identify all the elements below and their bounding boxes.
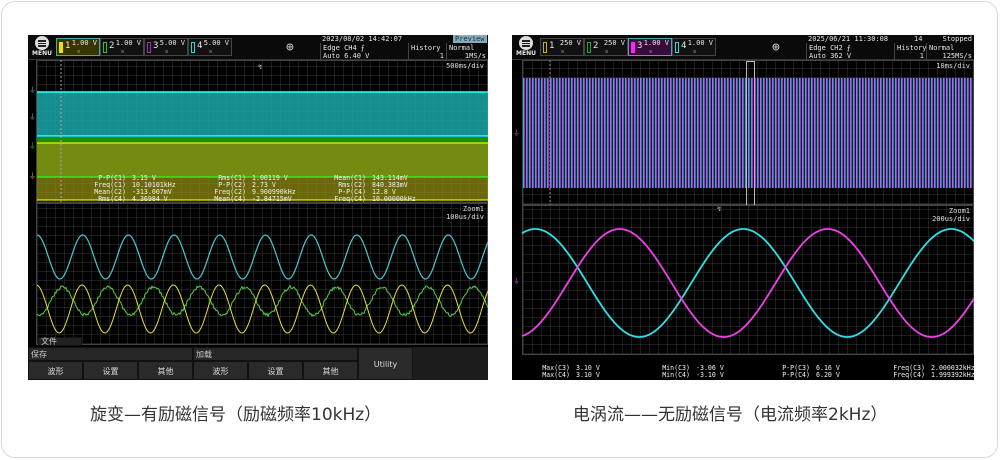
measurement-label: Rms(C4) (78, 196, 126, 203)
measurement-label: P-P(C4) (762, 372, 810, 379)
measurement-value: 6.20 V (816, 372, 840, 379)
save-group-label: 保存 (28, 347, 193, 361)
file-tab[interactable]: 文件 (38, 337, 82, 346)
ground-marker-icon: ⏚ (29, 86, 36, 94)
waveform-traces: ⏚ ⏚ ↯ (512, 35, 974, 357)
trigger-position-icon: ↯ (717, 205, 721, 213)
ch2-sine-trace (37, 286, 488, 317)
measurement-value: -3.10 V (696, 372, 724, 379)
measurement-item: Mean(C4) -2.84715mV (198, 196, 292, 203)
softkey-button[interactable]: 波形 (193, 361, 248, 380)
oscilloscope-screen-right: MENU 1 250 V ≡ 2 250 V ≡ 3 1.00 V ≡ 4 1.00 V ≡ ⊕ 20… (512, 35, 974, 380)
ground-marker-icon: ⏚ (29, 142, 36, 150)
measurement-label: Freq(C4) (318, 196, 366, 203)
measurement-panel: P-P(C1) 3.15 V Freq(C1) 10.10101kHz Mean(C2)… (28, 175, 488, 203)
ground-marker-icon: ⏚ (29, 113, 36, 121)
measurement-value: 3.10 V (576, 372, 600, 379)
oscilloscope-screen-left: MENU 1 1.00 V ≡ 2 1.00 V ≡ 3 5.00 V ≡ 4 5.00 V ≡ ⊕ … (28, 35, 488, 380)
measurement-item: Freq(C4) 10.00000kHz (318, 196, 416, 203)
measurement-label: Freq(C4) (877, 372, 925, 379)
ch3-sine-trace (522, 229, 974, 337)
softkey-button[interactable]: 波形 (28, 361, 83, 380)
measurement-panel: Max(C3) 3.10 V Max(C4) 3.10 V Min(C3) -3.06 V… (512, 365, 974, 380)
measurement-value: 4.36984 V (132, 196, 168, 203)
measurement-label: Min(C4) (642, 372, 690, 379)
measurement-item: P-P(C4) 6.20 V (762, 372, 840, 379)
softkey-button[interactable]: 设置 (83, 361, 138, 380)
ch4-envelope-band (37, 92, 488, 136)
soft-key-menu: 文件 保存 加载 波形 设置 其他 波形 设置 其他 Utility (28, 347, 488, 380)
trigger-position-icon: ↯ (258, 63, 262, 71)
measurement-value: 10.00000kHz (372, 196, 416, 203)
softkey-button[interactable]: 其他 (138, 361, 193, 380)
measurement-value: -2.84715mV (252, 196, 292, 203)
measurement-label: Max(C4) (522, 372, 570, 379)
measurement-item: Freq(C4) 1.999392kHz (877, 372, 974, 379)
load-group-label: 加载 (193, 347, 358, 361)
softkey-button[interactable]: Utility (358, 347, 413, 380)
measurement-item: Max(C4) 3.10 V (522, 372, 600, 379)
measurement-item: Min(C4) -3.10 V (642, 372, 724, 379)
ground-marker-icon: ⏚ (513, 277, 520, 285)
measurement-item: Rms(C4) 4.36984 V (78, 196, 168, 203)
measurement-value: 1.999392kHz (931, 372, 974, 379)
caption-left: 旋变—有励磁信号（励磁频率10kHz） (90, 400, 381, 425)
caption-right: 电涡流——无励磁信号（电流频率2kHz） (573, 400, 887, 425)
ch1-sine-trace (37, 285, 488, 333)
ground-marker-icon: ⏚ (513, 129, 520, 137)
softkey-button[interactable]: 设置 (248, 361, 303, 380)
measurement-label: Mean(C4) (198, 196, 246, 203)
softkey-button[interactable]: 其他 (303, 361, 358, 380)
ch4-sine-trace (37, 235, 488, 279)
